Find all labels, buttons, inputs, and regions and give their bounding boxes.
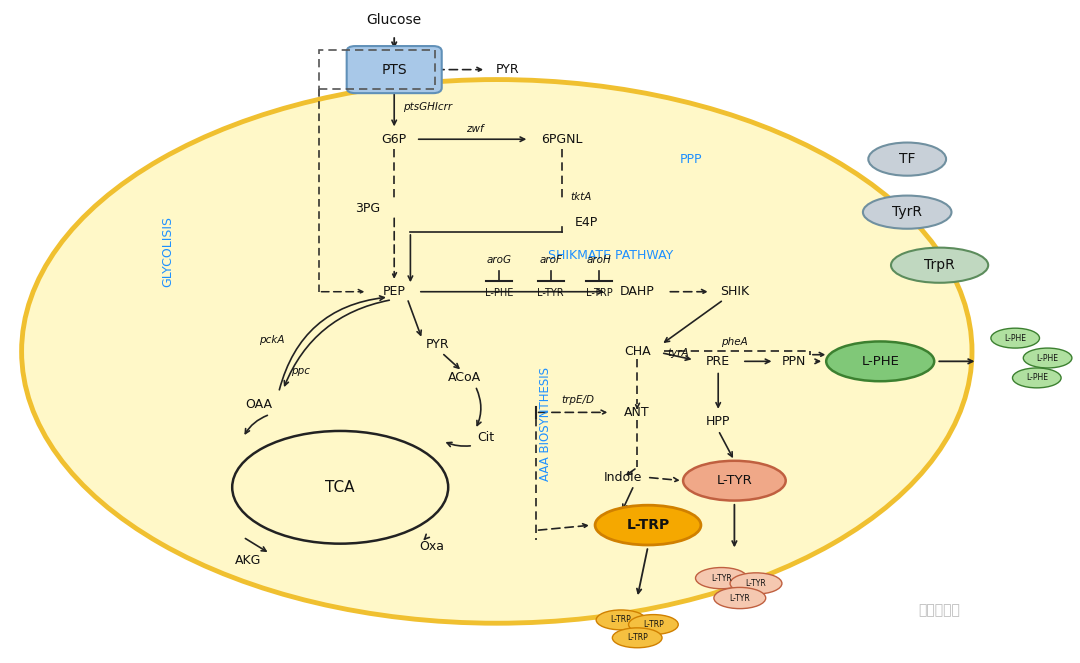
Text: AAA BIOSYNTHESIS: AAA BIOSYNTHESIS <box>539 367 552 481</box>
Ellipse shape <box>629 615 678 634</box>
Text: Oxa: Oxa <box>419 540 445 554</box>
Text: aroG: aroG <box>486 255 512 265</box>
Text: L-PHE: L-PHE <box>1004 333 1026 343</box>
Text: L-TYR: L-TYR <box>716 474 753 487</box>
Text: CHA: CHA <box>624 345 650 358</box>
Text: DAHP: DAHP <box>620 285 654 298</box>
Text: AKG: AKG <box>235 554 261 567</box>
Ellipse shape <box>696 568 747 589</box>
Text: L-TRP: L-TRP <box>643 620 664 629</box>
Text: TyrR: TyrR <box>892 205 922 219</box>
Text: L-TYR: L-TYR <box>745 579 767 588</box>
Text: pheA: pheA <box>721 337 747 347</box>
Text: PPN: PPN <box>782 355 806 368</box>
Bar <box>319 50 435 90</box>
Text: aroF: aroF <box>539 255 563 265</box>
Text: PPP: PPP <box>680 152 702 166</box>
Text: aroH: aroH <box>588 255 611 265</box>
Text: 3PG: 3PG <box>354 202 380 215</box>
Text: PYR: PYR <box>496 63 519 76</box>
Ellipse shape <box>826 341 934 381</box>
Text: L-TRP: L-TRP <box>610 615 632 625</box>
Text: TrpR: TrpR <box>924 258 955 272</box>
Ellipse shape <box>612 628 662 648</box>
Text: Glucose: Glucose <box>366 13 422 27</box>
Ellipse shape <box>714 587 766 609</box>
Text: ANT: ANT <box>624 406 650 419</box>
Text: PTS: PTS <box>381 62 407 77</box>
Text: PRE: PRE <box>706 355 730 368</box>
Text: L-TRP: L-TRP <box>586 288 612 298</box>
Text: zwf: zwf <box>467 124 484 135</box>
Text: TF: TF <box>899 152 916 166</box>
Ellipse shape <box>868 143 946 176</box>
Ellipse shape <box>684 461 786 501</box>
Text: ppc: ppc <box>291 366 310 377</box>
Text: pckA: pckA <box>259 335 285 345</box>
Text: HPP: HPP <box>706 414 730 428</box>
Ellipse shape <box>22 80 972 623</box>
Text: GLYCOLISIS: GLYCOLISIS <box>161 216 174 288</box>
Text: L-PHE: L-PHE <box>485 288 513 298</box>
Ellipse shape <box>891 248 988 283</box>
Text: L-TRP: L-TRP <box>626 633 648 642</box>
Text: 6PGNL: 6PGNL <box>541 133 582 146</box>
Text: tyrA: tyrA <box>667 348 689 358</box>
Text: L-PHE: L-PHE <box>1026 373 1048 383</box>
FancyBboxPatch shape <box>347 46 442 93</box>
Ellipse shape <box>1013 368 1061 388</box>
Text: 微生物发酵: 微生物发酵 <box>919 603 960 617</box>
Text: Cit: Cit <box>477 431 495 444</box>
Ellipse shape <box>991 328 1039 348</box>
Text: TCA: TCA <box>325 480 355 495</box>
Text: L-TYR: L-TYR <box>729 593 751 603</box>
Text: PEP: PEP <box>382 285 406 298</box>
Text: E4P: E4P <box>575 215 598 229</box>
Ellipse shape <box>730 573 782 594</box>
Text: Indole: Indole <box>604 471 643 484</box>
Text: trpE/D: trpE/D <box>562 395 595 406</box>
Text: ptsGHIcrr: ptsGHIcrr <box>403 102 451 112</box>
Text: G6P: G6P <box>381 133 407 146</box>
Text: L-TYR: L-TYR <box>538 288 564 298</box>
Text: OAA: OAA <box>246 398 272 411</box>
Text: SHIKMATE PATHWAY: SHIKMATE PATHWAY <box>548 249 673 262</box>
Text: PYR: PYR <box>426 338 449 351</box>
Text: tktA: tktA <box>570 192 592 202</box>
Ellipse shape <box>1024 348 1071 368</box>
Text: L-TYR: L-TYR <box>711 573 732 583</box>
Text: SHIK: SHIK <box>720 285 748 298</box>
Ellipse shape <box>863 196 951 229</box>
Text: L-PHE: L-PHE <box>1037 353 1058 363</box>
Text: ACoA: ACoA <box>448 371 481 385</box>
Ellipse shape <box>595 505 701 545</box>
Text: L-PHE: L-PHE <box>861 355 900 368</box>
Ellipse shape <box>596 610 646 630</box>
Text: L-TRP: L-TRP <box>626 518 670 532</box>
